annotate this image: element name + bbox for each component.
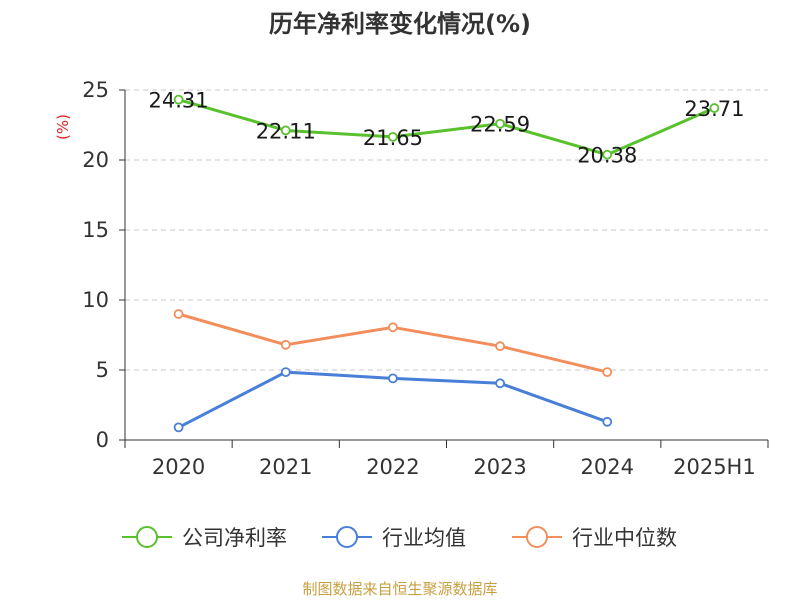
data-label: 23.71 bbox=[684, 97, 744, 121]
y-tick-label: 25 bbox=[82, 78, 109, 102]
data-point[interactable] bbox=[602, 416, 613, 427]
grid-lines bbox=[125, 89, 768, 371]
data-labels: 24.31 22.11 21.65 22.59 20.38 23.71 bbox=[149, 89, 745, 168]
x-tick-label: 2020 bbox=[152, 455, 205, 479]
data-point[interactable] bbox=[280, 367, 291, 378]
data-label: 24.31 bbox=[149, 89, 209, 113]
legend-item-label[interactable]: 行业中位数 bbox=[572, 526, 677, 550]
legend-item-label[interactable]: 公司净利率 bbox=[182, 526, 287, 550]
y-tick-label: 20 bbox=[82, 148, 109, 172]
data-point[interactable] bbox=[495, 378, 505, 389]
data-label: 21.65 bbox=[363, 126, 423, 150]
data-label: 20.38 bbox=[577, 144, 637, 168]
x-tick-label: 2024 bbox=[581, 455, 634, 479]
data-point[interactable] bbox=[709, 103, 720, 113]
y-tick-label: 15 bbox=[82, 218, 109, 242]
x-tick-label: 2025H1 bbox=[673, 455, 756, 479]
legend-marker bbox=[526, 526, 548, 548]
data-label: 22.59 bbox=[470, 113, 530, 137]
legend-marker bbox=[336, 526, 358, 548]
legend[interactable]: 公司净利率 行业均值 行业中位数 bbox=[122, 526, 677, 550]
data-point[interactable] bbox=[173, 309, 184, 319]
data-point[interactable] bbox=[280, 339, 291, 350]
data-point[interactable] bbox=[495, 118, 505, 129]
data-point[interactable] bbox=[602, 367, 613, 378]
x-tick-label: 2023 bbox=[473, 455, 526, 479]
y-tick-label: 10 bbox=[82, 288, 109, 312]
source-note: 制图数据来自恒生聚源数据库 bbox=[302, 580, 497, 598]
series-line-1 bbox=[178, 98, 716, 157]
data-point[interactable] bbox=[280, 125, 291, 136]
chart-title: 历年净利率变化情况(%) bbox=[269, 10, 531, 38]
y-tick-label: 5 bbox=[96, 358, 109, 382]
data-point[interactable] bbox=[388, 373, 398, 384]
legend-item-label[interactable]: 行业均值 bbox=[382, 526, 466, 550]
series-lines bbox=[173, 94, 720, 433]
data-point[interactable] bbox=[173, 94, 184, 105]
data-point[interactable] bbox=[495, 341, 505, 352]
y-axis-label: (%) bbox=[54, 114, 72, 140]
data-point[interactable] bbox=[388, 322, 398, 333]
data-point[interactable] bbox=[173, 422, 184, 433]
data-point[interactable] bbox=[602, 149, 613, 160]
legend-marker bbox=[136, 526, 158, 548]
x-tick-label: 2022 bbox=[366, 455, 419, 479]
x-tick-label: 2021 bbox=[259, 455, 312, 479]
y-tick-label: 0 bbox=[96, 428, 109, 452]
axes: 0 5 10 15 20 25 2020 2021 2022 2023 2024 2025H1 bbox=[82, 78, 769, 479]
data-point[interactable] bbox=[388, 131, 398, 142]
data-label: 22.11 bbox=[256, 119, 316, 143]
